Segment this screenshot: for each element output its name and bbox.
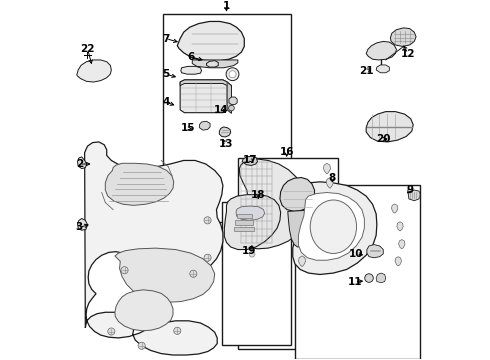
Text: 14: 14 <box>214 105 228 115</box>
Polygon shape <box>323 163 331 174</box>
Text: 13: 13 <box>219 139 234 149</box>
Polygon shape <box>397 222 403 231</box>
Polygon shape <box>229 97 237 104</box>
Text: 2: 2 <box>75 159 83 169</box>
Polygon shape <box>227 82 231 113</box>
Polygon shape <box>392 204 398 213</box>
Polygon shape <box>234 227 254 231</box>
Circle shape <box>365 274 373 282</box>
Circle shape <box>138 342 145 349</box>
Bar <box>163 14 292 222</box>
Polygon shape <box>181 66 201 74</box>
Text: 10: 10 <box>349 249 364 259</box>
Circle shape <box>226 68 239 81</box>
Circle shape <box>108 328 115 335</box>
Polygon shape <box>311 248 318 259</box>
Polygon shape <box>398 239 405 249</box>
Polygon shape <box>235 220 253 225</box>
Text: 16: 16 <box>279 147 294 157</box>
Polygon shape <box>77 219 88 230</box>
Text: 19: 19 <box>242 246 256 256</box>
Circle shape <box>229 105 234 111</box>
Polygon shape <box>319 225 326 235</box>
Text: 7: 7 <box>162 33 170 44</box>
Polygon shape <box>77 157 87 168</box>
Polygon shape <box>391 28 416 46</box>
Polygon shape <box>180 80 231 88</box>
Polygon shape <box>192 60 238 68</box>
Polygon shape <box>280 177 315 211</box>
Polygon shape <box>115 248 215 302</box>
Bar <box>222 202 292 345</box>
Text: 8: 8 <box>329 172 336 183</box>
Circle shape <box>204 217 211 224</box>
Polygon shape <box>242 156 257 166</box>
Text: 22: 22 <box>80 44 95 54</box>
Polygon shape <box>237 159 306 249</box>
Text: 20: 20 <box>376 134 391 144</box>
Circle shape <box>229 71 236 78</box>
Polygon shape <box>316 238 323 249</box>
Circle shape <box>190 270 197 277</box>
Text: 3: 3 <box>75 222 83 233</box>
Circle shape <box>249 251 255 257</box>
Circle shape <box>204 254 211 261</box>
Polygon shape <box>298 256 306 267</box>
Polygon shape <box>366 41 396 60</box>
Polygon shape <box>199 121 210 130</box>
Polygon shape <box>236 206 265 220</box>
Circle shape <box>174 327 181 334</box>
Text: 17: 17 <box>243 155 258 165</box>
Text: 5: 5 <box>162 69 170 79</box>
Polygon shape <box>326 177 333 188</box>
Polygon shape <box>376 273 386 283</box>
Polygon shape <box>105 163 174 205</box>
Polygon shape <box>366 112 413 142</box>
Polygon shape <box>237 214 252 218</box>
Text: 9: 9 <box>406 185 413 195</box>
Text: 11: 11 <box>347 276 362 287</box>
Polygon shape <box>288 210 309 247</box>
Polygon shape <box>220 127 231 137</box>
Polygon shape <box>115 290 173 331</box>
Polygon shape <box>180 80 227 113</box>
Text: 6: 6 <box>187 52 195 62</box>
Polygon shape <box>298 193 365 260</box>
Polygon shape <box>395 257 401 266</box>
Polygon shape <box>77 60 111 82</box>
Polygon shape <box>177 22 245 60</box>
Ellipse shape <box>310 200 357 253</box>
Polygon shape <box>85 142 223 355</box>
Text: 4: 4 <box>162 97 170 107</box>
Polygon shape <box>318 210 325 220</box>
Text: 12: 12 <box>401 49 416 59</box>
Circle shape <box>121 267 128 274</box>
Polygon shape <box>408 190 420 201</box>
Bar <box>295 185 419 359</box>
Polygon shape <box>376 65 390 73</box>
Text: 18: 18 <box>251 190 266 201</box>
Bar <box>238 158 338 348</box>
Polygon shape <box>323 193 330 203</box>
Polygon shape <box>224 195 281 249</box>
Text: 21: 21 <box>359 66 373 76</box>
Text: 1: 1 <box>223 1 230 12</box>
Polygon shape <box>206 60 218 67</box>
Text: 15: 15 <box>181 123 195 133</box>
Polygon shape <box>367 244 383 258</box>
Polygon shape <box>293 182 377 274</box>
